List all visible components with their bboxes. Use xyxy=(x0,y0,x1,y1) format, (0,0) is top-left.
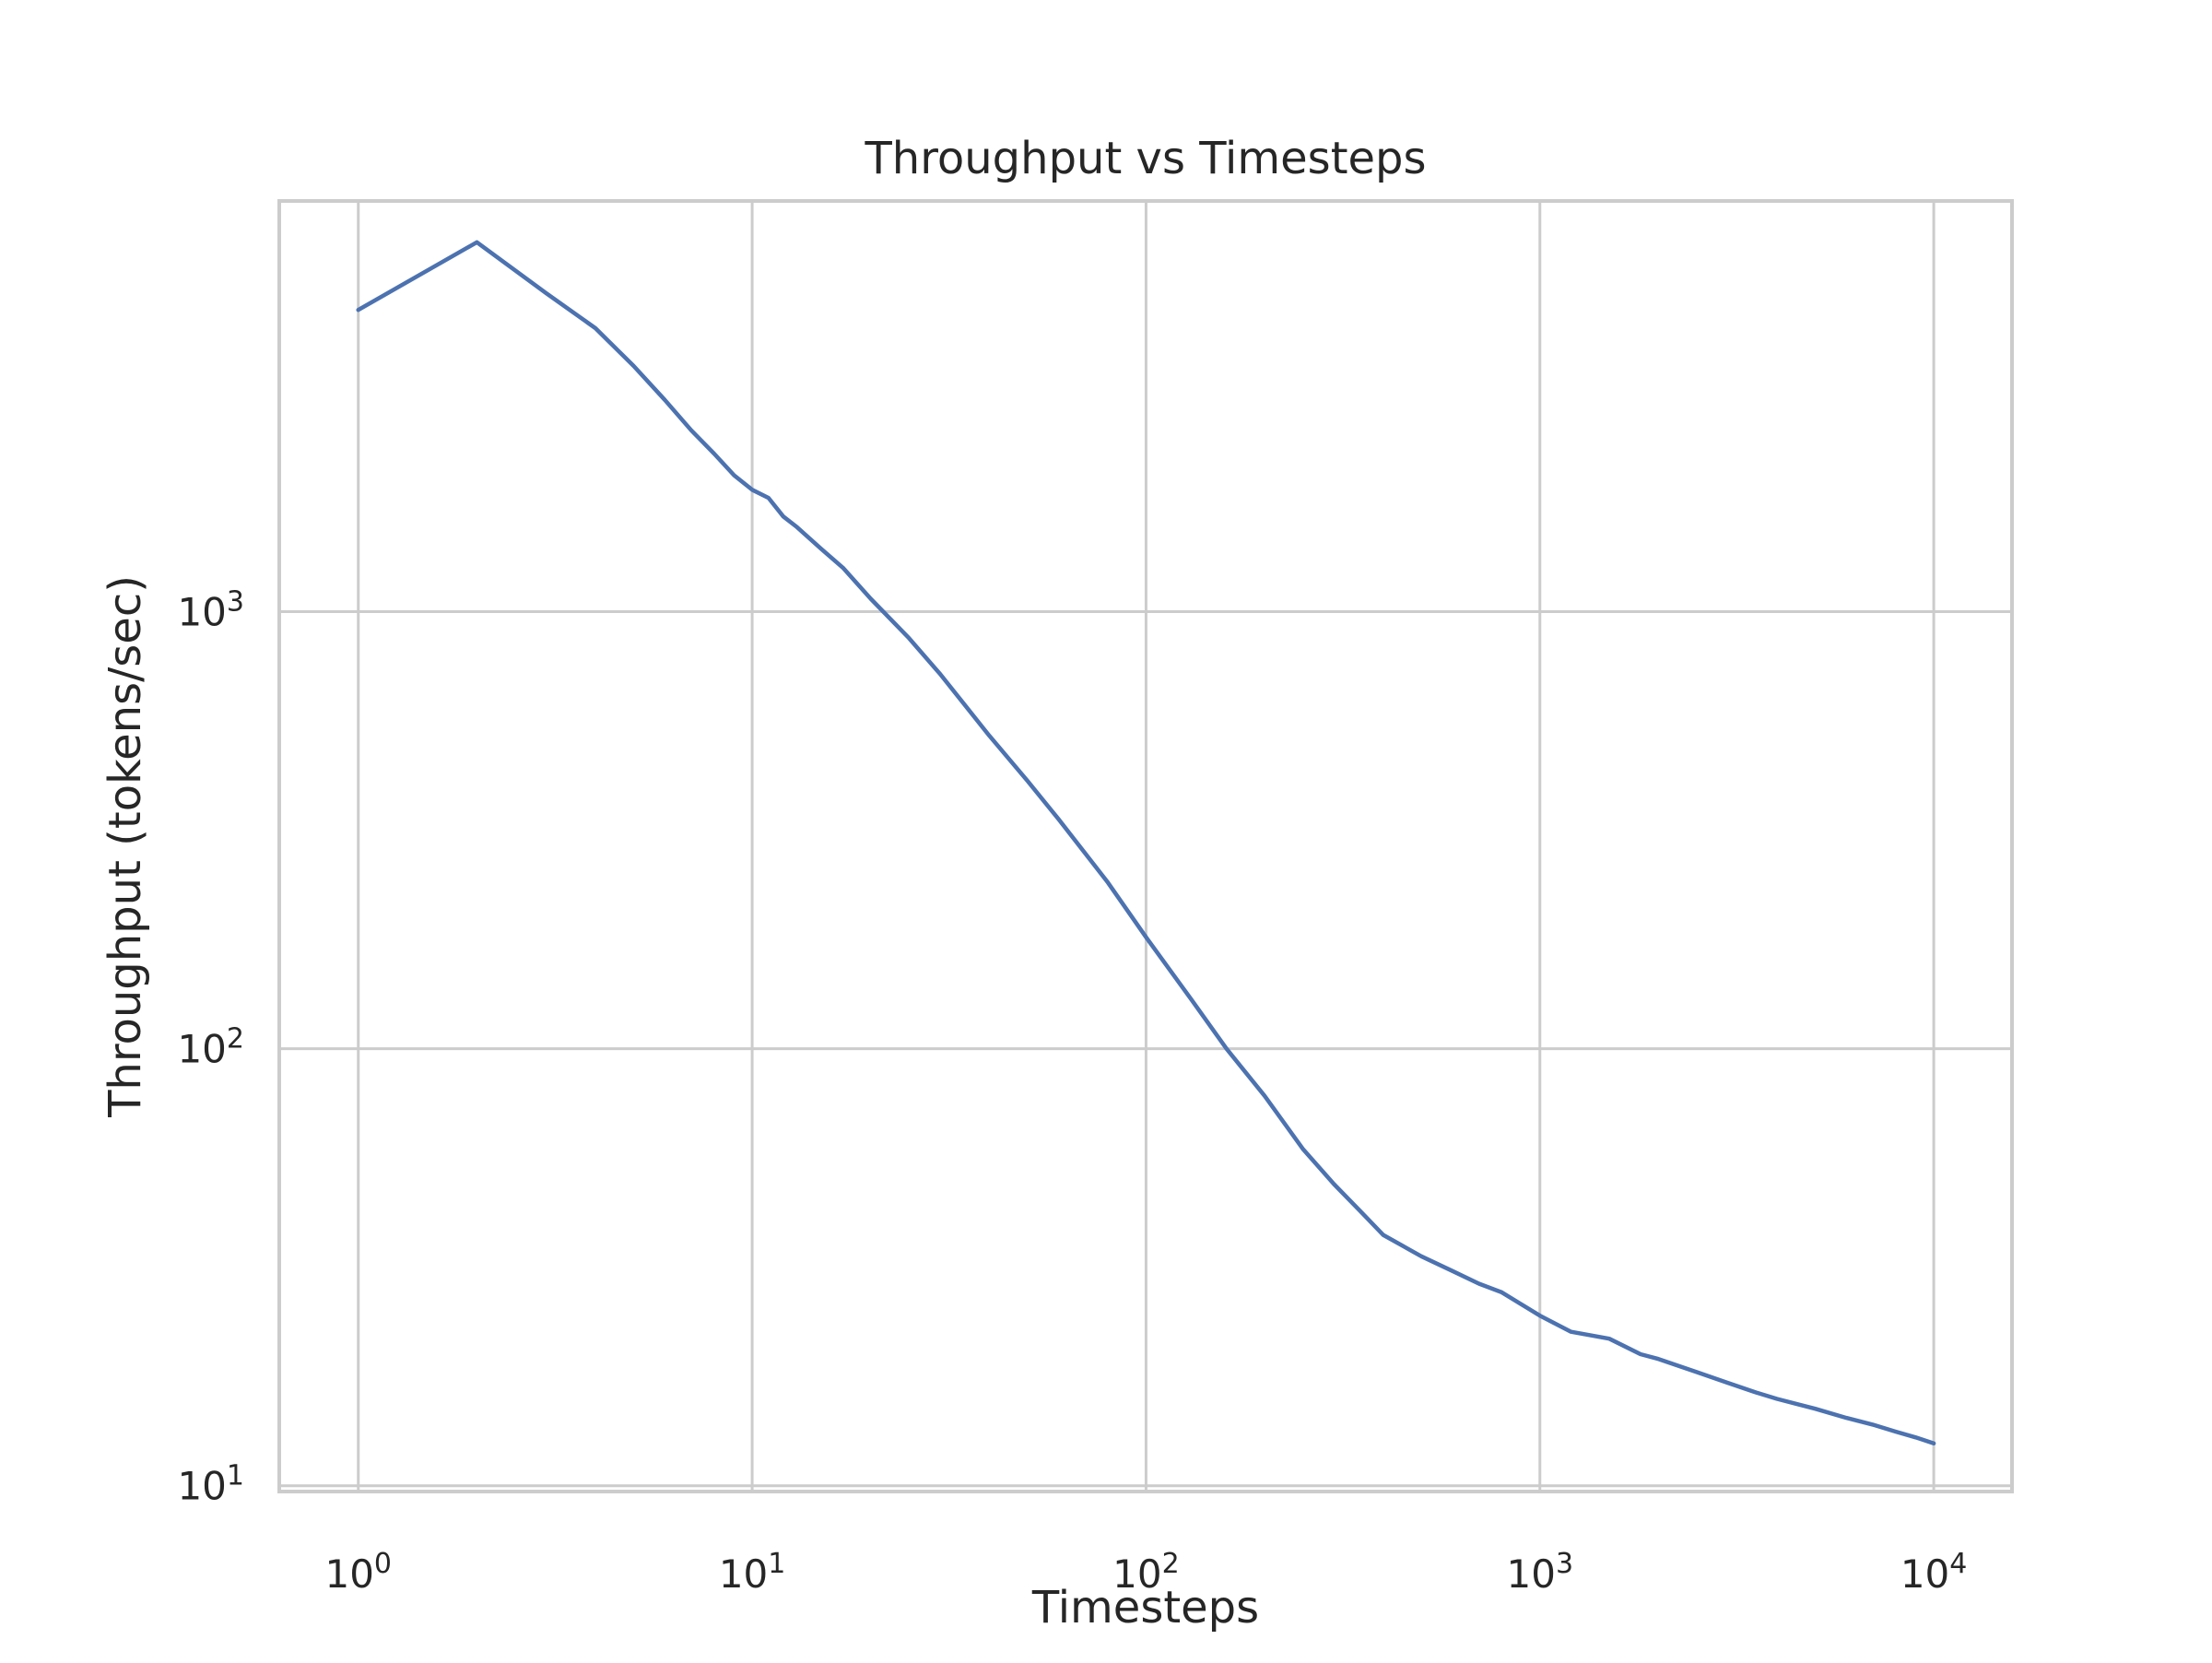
x-tick-label: 103 xyxy=(1506,1548,1573,1597)
y-tick-labels: 101 102 103 xyxy=(177,585,244,1508)
plot-frame xyxy=(277,199,2014,1493)
y-tick-label: 103 xyxy=(177,585,244,634)
y-axis-label: Throughput (tokens/sec) xyxy=(100,575,151,1118)
x-tick-label: 104 xyxy=(1900,1548,1968,1597)
x-tick-label: 100 xyxy=(324,1548,392,1597)
y-tick-label: 102 xyxy=(177,1023,244,1072)
x-tick-labels: 100 101 102 103 104 xyxy=(324,1548,1967,1597)
grid xyxy=(279,201,2012,1492)
series-line xyxy=(356,240,1936,1446)
series-layer xyxy=(356,240,1936,1446)
x-tick-label: 102 xyxy=(1112,1548,1180,1597)
chart-title: Throughput vs Timesteps xyxy=(864,133,1426,184)
x-tick-label: 101 xyxy=(719,1548,786,1597)
y-tick-label: 101 xyxy=(177,1460,244,1509)
x-axis-label: Timesteps xyxy=(1031,1582,1259,1634)
